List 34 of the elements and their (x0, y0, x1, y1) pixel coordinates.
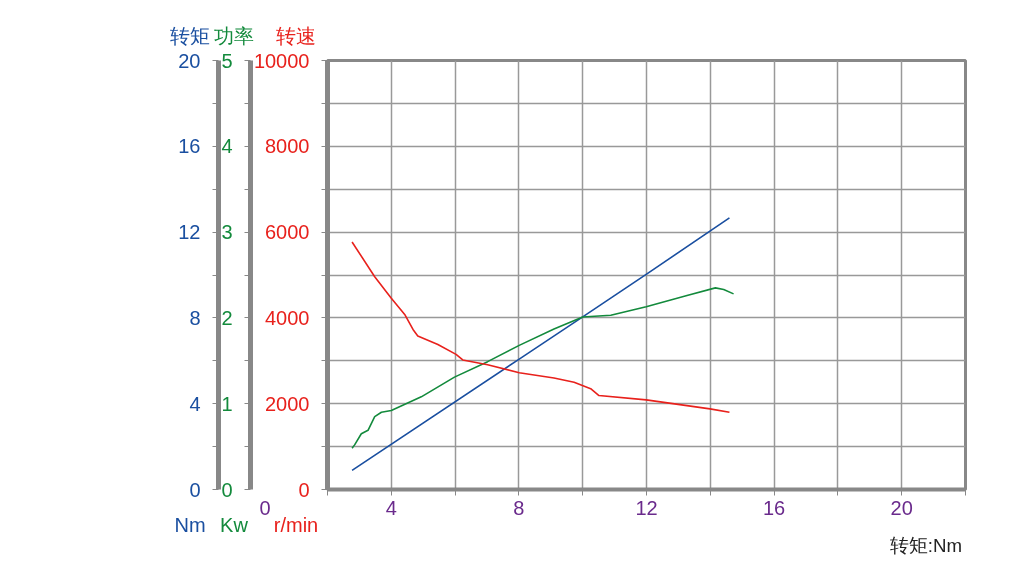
y3-tick-label: 2000 (265, 392, 310, 415)
text: Kw (220, 512, 248, 538)
y-tick-label: 12 (178, 221, 201, 244)
x-tick-label: 20 (890, 496, 913, 519)
y-axis-title: 转矩 (170, 23, 210, 49)
y3-tick-label: 10000 (253, 49, 310, 72)
y2-tick-label: 2 (221, 306, 233, 329)
y2-axis-title: 功率 (214, 23, 254, 49)
x-tick-label: 8 (513, 496, 525, 519)
y-tick-label: 20 (178, 49, 201, 72)
y-tick-label: 8 (189, 306, 201, 329)
x-tick-label: 12 (635, 496, 658, 519)
line-series (351, 217, 731, 472)
y3-tick-label: 0 (298, 478, 310, 501)
x-tick-label: 16 (762, 496, 786, 519)
y2-tick-label: 3 (221, 221, 233, 244)
x-tick-label: 4 (385, 496, 397, 519)
line-series (351, 287, 735, 450)
y2-tick-label: 0 (221, 478, 233, 501)
y3-tick-label: 4000 (265, 306, 310, 329)
y3-tick-label: 8000 (265, 135, 310, 158)
y2-tick-label: 4 (221, 135, 233, 158)
y-tick-label: 4 (189, 392, 201, 415)
y3-axis-title: 转速 (276, 23, 316, 49)
y-tick-label: 0 (189, 478, 201, 501)
text: r/min (273, 512, 319, 538)
x-axis-title: 转矩:Nm (889, 533, 962, 558)
y3-tick-label: 6000 (265, 221, 310, 244)
y-tick-label: 16 (178, 135, 201, 158)
line-series (351, 241, 731, 414)
text: Nm (174, 512, 206, 538)
text: 0 (259, 495, 271, 521)
y2-tick-label: 1 (221, 392, 233, 415)
y2-tick-label: 5 (221, 49, 233, 72)
